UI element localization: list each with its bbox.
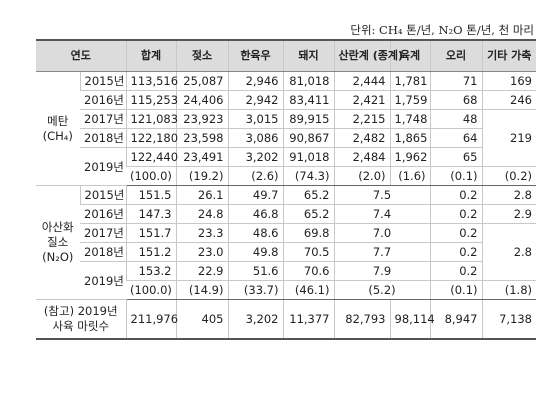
header-total: 합계 bbox=[125, 39, 176, 72]
n2o-other-merged: 2.8 bbox=[481, 223, 536, 281]
table-row: 2019년 122,440 23,491 3,202 91,018 2,484 … bbox=[36, 147, 536, 186]
table-row: 메탄 (CH₄) 2015년 113,516 25,087 2,946 81,0… bbox=[36, 71, 536, 186]
table-row: (100.0) (14.9) (33.7) (46.1) (5.2) (0.1)… bbox=[36, 280, 536, 300]
table-row: 2016년 147.3 24.8 46.8 65.2 7.4 0.2 2.9 bbox=[36, 204, 536, 224]
category-methane: 메탄 (CH₄) bbox=[36, 71, 80, 186]
header-duck: 오리 bbox=[429, 39, 482, 72]
header-other: 기타 가축 bbox=[481, 39, 536, 72]
table-row: 2017년 121,083 23,923 3,015 89,915 2,215 … bbox=[36, 109, 536, 167]
header-layer: 산란계 (종계) bbox=[333, 39, 403, 72]
header-year: 연도 bbox=[36, 39, 126, 72]
header-hanwoo: 한육우 bbox=[227, 39, 283, 72]
table-row: 아산화 질소 (N₂O) 2015년 151.5 26.1 49.7 65.2 … bbox=[36, 185, 536, 300]
table-row: (100.0) (19.2) (2.6) (74.3) (2.0) (1.6) … bbox=[36, 166, 536, 186]
table-row: 2017년 151.7 23.3 48.6 69.8 7.0 0.2 2.8 bbox=[36, 223, 536, 281]
methane-other-merged: 219 bbox=[481, 109, 536, 167]
header-dairy: 젖소 bbox=[175, 39, 228, 72]
table-row: 2018년 151.2 23.0 49.8 70.5 7.7 0.2 bbox=[36, 242, 536, 262]
table-row: 2016년 115,253 24,406 2,942 83,411 2,421 … bbox=[36, 90, 536, 110]
table-row-reference: (참고) 2019년 사육 마릿수 211,976 405 3,202 11,3… bbox=[36, 299, 536, 340]
header-pig: 돼지 bbox=[282, 39, 334, 72]
header-broiler: 육계 bbox=[389, 39, 430, 72]
table-row: 2019년 153.2 22.9 51.6 70.6 7.9 0.2 bbox=[36, 261, 536, 300]
unit-note: 단위: CH₄ 톤/년, N₂O 톤/년, 천 마리 bbox=[350, 23, 534, 37]
reference-label: (참고) 2019년 사육 마릿수 bbox=[36, 299, 126, 340]
emissions-table: 연도 합계 젖소 한육우 돼지 산란계 (종계) 육계 오리 기타 가축 메탄 … bbox=[36, 39, 536, 340]
header-row: 연도 합계 젖소 한육우 돼지 산란계 (종계) 육계 오리 기타 가축 bbox=[36, 39, 536, 72]
table-row: 2018년 122,180 23,598 3,086 90,867 2,482 … bbox=[36, 128, 536, 148]
category-n2o: 아산화 질소 (N₂O) bbox=[36, 185, 80, 300]
